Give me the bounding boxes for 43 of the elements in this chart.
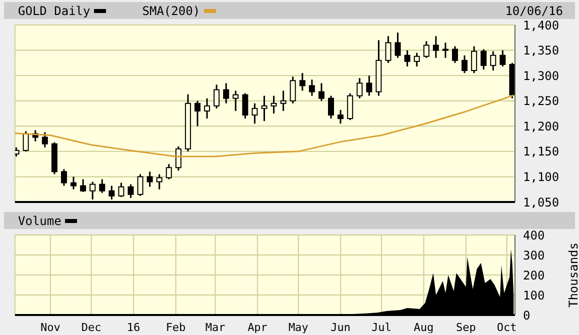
candlestick [270,95,277,114]
y-tick-label: 200 [523,268,545,282]
x-tick-label: Jun [330,320,351,334]
candlestick [442,42,448,59]
x-tick-label: May [288,320,309,334]
text: 10/06/16 [505,4,563,18]
candlestick [280,90,286,112]
x-tick-label: Apr [248,320,268,334]
y-tick-label: 400 [523,228,545,242]
legend-label: GOLD Daily [18,4,90,18]
candlestick [146,170,153,188]
x-tick-label: Mar [205,320,226,334]
y-tick-label: 1,050 [523,195,560,210]
y-tick-label: 1,300 [523,68,560,83]
y-axis-title: Thousands [566,242,579,308]
legend-label: SMA(200) [142,4,200,18]
candlestick [432,35,439,59]
candlestick [204,98,210,120]
x-tick-label: Oct [496,320,517,334]
y-tick-label: 1,200 [523,119,560,134]
candlestick [261,95,268,122]
y-tick-label: 1,100 [523,170,560,184]
y-tick-label: 100 [523,288,545,302]
y-tick-label: 300 [523,248,545,262]
y-tick-label: 0 [523,308,530,322]
x-tick-label: Sep [456,320,476,334]
y-tick-label: 1,150 [523,144,560,159]
candlestick [404,50,410,68]
candlestick [232,90,239,112]
legend-label: Volume [18,214,62,228]
y-tick-label: 1,400 [523,18,560,32]
candlestick [252,102,258,124]
x-tick-label: Aug [414,320,434,334]
candlestick [223,82,230,104]
y-tick-label: 1,350 [523,44,560,58]
candlestick [338,109,344,124]
x-tick-label: Jul [372,320,392,334]
y-tick-label: 1,250 [523,94,560,108]
x-tick-label: Nov [40,320,61,334]
candlestick [299,72,306,92]
x-tick-label: Feb [166,320,186,334]
x-tick-label: Dec [81,320,102,334]
x-tick-label: 16 [126,320,140,334]
